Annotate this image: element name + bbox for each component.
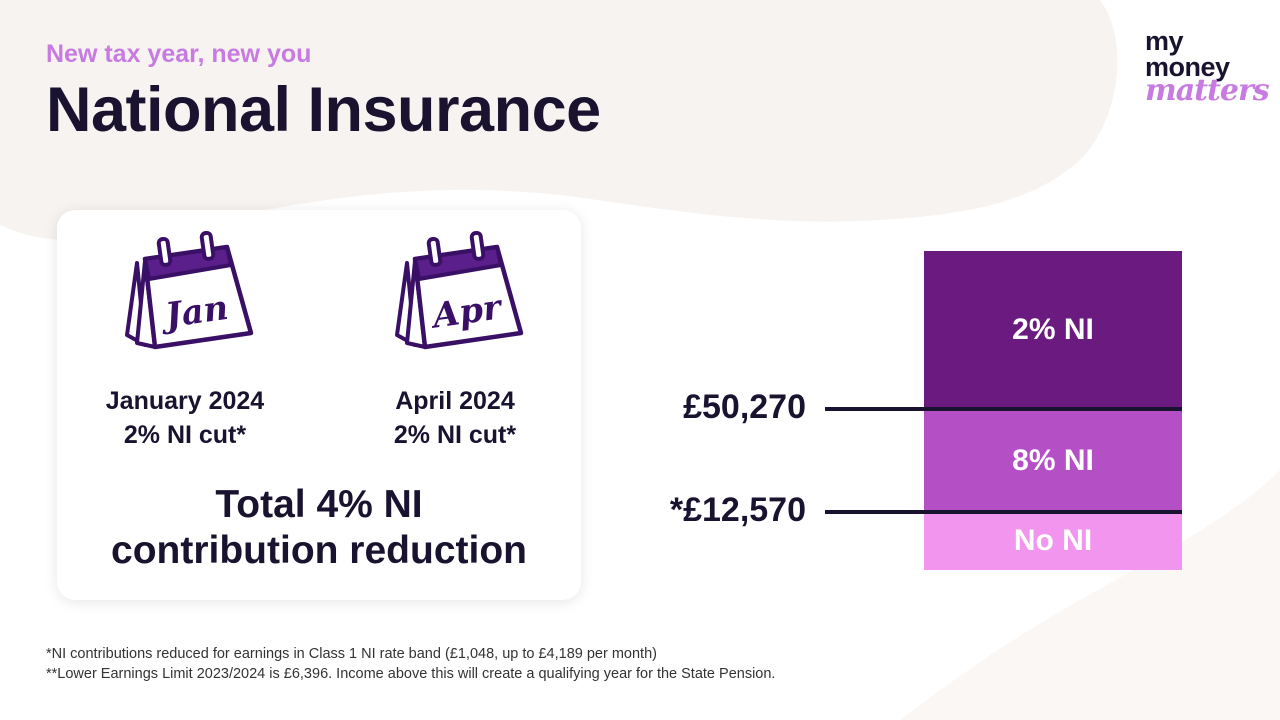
brand-logo: my money matters <box>1145 26 1270 108</box>
page-subtitle: New tax year, new you <box>46 40 312 68</box>
band-no-ni-label: No NI <box>1013 524 1093 557</box>
band-8-percent: 8% NI <box>924 409 1182 512</box>
band-2-percent: 2% NI <box>924 251 1182 409</box>
april-date: April 2024 <box>395 387 515 415</box>
upper-threshold-label: £50,270 <box>683 388 806 426</box>
total-reduction-line2: contribution reduction <box>111 529 527 572</box>
band-2-percent-label: 2% NI <box>1012 313 1094 346</box>
footnote-1: *NI contributions reduced for earnings i… <box>46 646 657 662</box>
january-caption: January 2024 2% NI cut* <box>65 384 305 452</box>
total-reduction: Total 4% NI contribution reduction <box>57 482 581 574</box>
lower-threshold-label: *£12,570 <box>669 491 806 529</box>
calendar-text-jan: Jan <box>157 288 231 337</box>
calendar-icon-apr: Apr <box>395 230 524 350</box>
band-8-percent-label: 8% NI <box>1012 443 1094 477</box>
total-reduction-line1: Total 4% NI <box>215 483 423 526</box>
upper-threshold-line <box>825 407 1182 411</box>
lower-threshold-line <box>825 510 1182 514</box>
january-cut: 2% NI cut* <box>123 421 247 449</box>
april-caption: April 2024 2% NI cut* <box>335 384 575 452</box>
band-no-ni: No NI <box>924 512 1182 570</box>
logo-line-my: my <box>1145 26 1184 56</box>
footnote-2: **Lower Earnings Limit 2023/2024 is £6,3… <box>46 666 776 682</box>
logo-line-money: money <box>1145 52 1230 82</box>
calendar-icon-jan: Jan <box>125 230 254 350</box>
april-cut: 2% NI cut* <box>393 421 517 449</box>
page-title: National Insurance <box>46 75 601 145</box>
january-date: January 2024 <box>105 387 265 415</box>
logo-line-matters: matters <box>1145 73 1270 108</box>
